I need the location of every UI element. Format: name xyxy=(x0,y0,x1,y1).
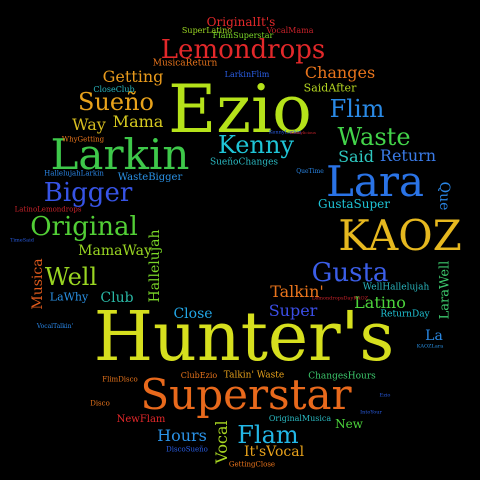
cloud-word: LemondropsDayKAOZ xyxy=(311,295,369,302)
cloud-word: Hours xyxy=(157,426,207,445)
cloud-word: Ezio xyxy=(379,392,391,399)
cloud-word: Disco xyxy=(90,399,110,408)
cloud-word: SuperLatino xyxy=(181,26,233,35)
cloud-word: FlamSuperstar xyxy=(212,31,274,40)
cloud-word: WasteBigger xyxy=(117,172,183,183)
cloud-word: TimeSaid xyxy=(10,237,34,244)
cloud-word: GettingClose xyxy=(228,460,276,469)
cloud-word: La xyxy=(425,328,443,344)
cloud-word: Gusta xyxy=(311,258,389,288)
cloud-word: Original xyxy=(30,212,138,242)
cloud-word: ReturnDay xyxy=(380,309,430,320)
cloud-word: Flim xyxy=(329,95,385,123)
cloud-word: New xyxy=(335,417,363,431)
cloud-word: HallelujahLarkin xyxy=(44,169,104,178)
cloud-word: OriginalIt's xyxy=(206,15,276,29)
cloud-word: Club xyxy=(100,290,134,306)
cloud-word: ClubEzio xyxy=(180,371,218,380)
cloud-word: Larkin xyxy=(50,130,190,179)
cloud-word: LaWhy xyxy=(49,290,89,304)
cloud-word: VocalMama xyxy=(266,26,314,35)
cloud-word: Lemondrops xyxy=(160,35,326,65)
cloud-word: Said xyxy=(338,147,374,166)
cloud-word: DiscoSueño xyxy=(166,445,208,454)
cloud-word: Bigger xyxy=(43,178,133,208)
cloud-word: WhyGetting xyxy=(61,135,105,144)
cloud-word: Kennylicious xyxy=(290,130,316,135)
cloud-word: Que xyxy=(436,181,452,211)
cloud-word: Changes xyxy=(304,63,376,82)
cloud-word: Talkin' xyxy=(270,282,324,301)
cloud-word: KAOZLara xyxy=(416,343,444,350)
cloud-word: Hallelujah xyxy=(147,229,163,303)
cloud-word: LatinoLemondrops xyxy=(14,205,82,214)
cloud-word: Getting xyxy=(102,67,164,86)
cloud-word: Sueño xyxy=(77,88,155,116)
cloud-word: Super xyxy=(268,301,318,320)
cloud-word: Waste xyxy=(337,123,411,151)
cloud-word: Talkin' Waste xyxy=(223,370,285,381)
cloud-word: Lara xyxy=(325,157,425,206)
cloud-word: LarkinFlim xyxy=(224,70,270,79)
cloud-word: ChangesHours xyxy=(308,371,376,382)
cloud-word: Vocal xyxy=(212,420,231,464)
cloud-word: It'sVocal xyxy=(243,444,305,460)
cloud-word: LaraWell xyxy=(437,260,453,320)
cloud-word: Way xyxy=(72,115,106,134)
cloud-word: MusicaReturn xyxy=(152,58,218,69)
cloud-word: QueTime xyxy=(296,168,324,175)
cloud-word: MamaWay xyxy=(78,243,152,259)
cloud-word: Close xyxy=(173,306,213,322)
cloud-word: Kenny xyxy=(218,131,294,159)
cloud-word: GustaSuper xyxy=(318,197,390,211)
cloud-word: WellHallelujah xyxy=(362,282,430,293)
cloud-word: KAOZ xyxy=(338,211,462,260)
cloud-word: Return xyxy=(379,146,437,165)
cloud-word: SueñoChanges xyxy=(209,157,279,168)
cloud-word: VocalTalkin' xyxy=(36,323,74,330)
cloud-word: Hunter's xyxy=(93,298,395,377)
cloud-word: NewFlam xyxy=(116,414,166,425)
cloud-word: Ezio xyxy=(168,71,312,148)
cloud-word: Well xyxy=(44,263,98,291)
cloud-word: Flam xyxy=(237,421,299,449)
cloud-word: FlimDisco xyxy=(102,375,138,384)
cloud-word: KennyLarkin xyxy=(268,129,302,136)
cloud-word: Musica xyxy=(30,258,46,310)
cloud-word: Superstar xyxy=(140,370,352,419)
cloud-word: CloseClub xyxy=(93,85,135,94)
cloud-word: SaidAfter xyxy=(303,81,357,95)
cloud-word: Latino xyxy=(354,293,406,312)
cloud-word: OriginalMusica xyxy=(268,414,332,423)
cloud-word: IntoYour xyxy=(360,409,382,416)
cloud-word: Mama xyxy=(112,112,164,131)
